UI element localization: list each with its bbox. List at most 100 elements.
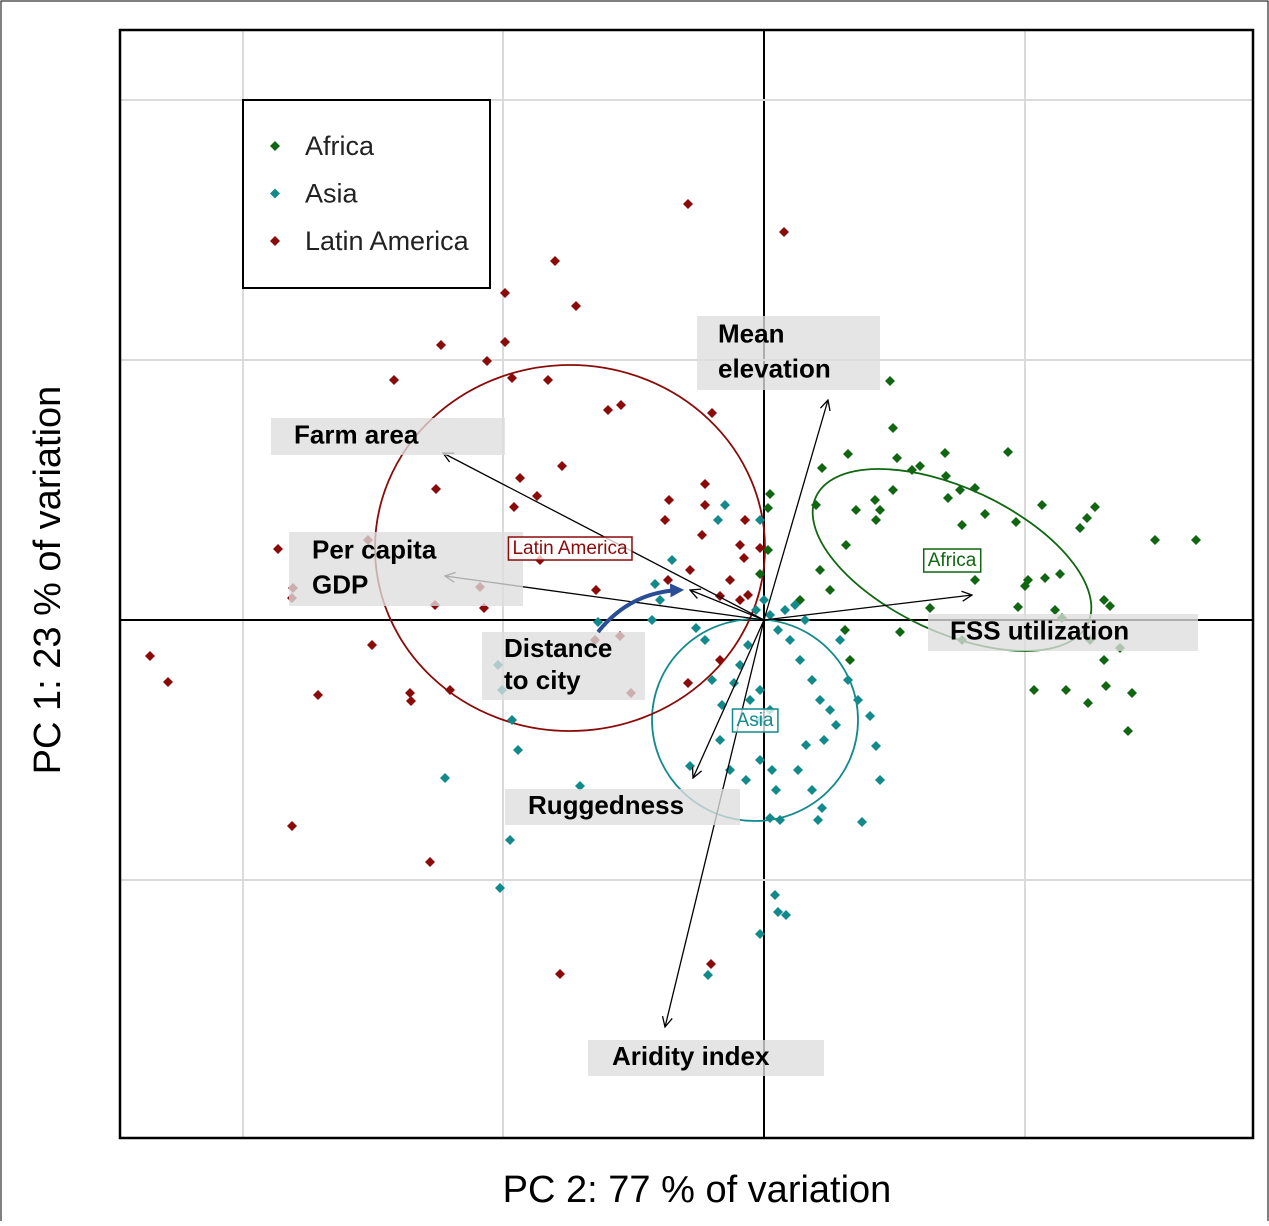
- point: [1029, 685, 1039, 695]
- point: [851, 505, 861, 515]
- point: [650, 579, 660, 589]
- legend-marker: [270, 188, 280, 199]
- point: [700, 635, 710, 645]
- ellipse-label-box: [731, 708, 779, 733]
- point: [660, 515, 670, 525]
- y-axis-title: PC 1: 23 % of variation: [27, 386, 69, 775]
- point: [685, 761, 695, 771]
- loading-label: Per capita: [312, 534, 437, 564]
- point: [505, 835, 515, 845]
- point: [647, 615, 657, 625]
- point: [500, 288, 510, 298]
- loading-label-box: [697, 316, 880, 390]
- point: [871, 741, 881, 751]
- point: [163, 677, 173, 687]
- legend-label: Africa: [305, 131, 375, 161]
- point: [790, 600, 800, 610]
- point: [655, 595, 665, 605]
- point: [765, 610, 775, 620]
- point: [943, 493, 953, 503]
- point: [603, 405, 613, 415]
- point: [763, 503, 773, 513]
- point: [555, 969, 565, 979]
- point: [875, 505, 885, 515]
- point: [925, 603, 935, 613]
- ellipse-label-text: Africa: [928, 550, 977, 571]
- point: [853, 695, 863, 705]
- point: [287, 821, 297, 831]
- x-axis-title: PC 2: 77 % of variation: [503, 1169, 892, 1211]
- point: [870, 495, 880, 505]
- point: [755, 685, 765, 695]
- point: [755, 569, 765, 579]
- point: [755, 515, 765, 525]
- point: [907, 465, 917, 475]
- point: [825, 705, 835, 715]
- point: [765, 813, 775, 823]
- point: [1101, 681, 1111, 691]
- point: [715, 655, 725, 665]
- legend-box: [242, 99, 491, 289]
- loading-label-box: [289, 532, 523, 606]
- legend-label: Latin America: [305, 226, 470, 256]
- point: [367, 640, 377, 650]
- point: [1003, 447, 1013, 457]
- point: [759, 595, 769, 605]
- point: [706, 959, 716, 969]
- point: [550, 256, 560, 266]
- point: [507, 715, 517, 725]
- point: [1011, 517, 1021, 527]
- point: [1040, 573, 1050, 583]
- legend-label: Asia: [305, 179, 359, 209]
- point: [955, 485, 965, 495]
- point: [406, 696, 416, 706]
- point: [840, 625, 850, 635]
- point: [557, 461, 567, 471]
- loading-label: Mean: [718, 318, 784, 348]
- point: [775, 815, 785, 825]
- point: [815, 695, 825, 705]
- ellipse-label: Asia: [731, 708, 779, 733]
- loading-label: elevation: [718, 353, 831, 383]
- point: [1127, 688, 1137, 698]
- point: [697, 530, 707, 540]
- point: [1037, 500, 1047, 510]
- point: [513, 745, 523, 755]
- point: [801, 740, 811, 750]
- point: [755, 755, 765, 765]
- point: [817, 463, 827, 473]
- loading-label-box: [928, 614, 1198, 651]
- point: [700, 479, 710, 489]
- point: [941, 471, 951, 481]
- point: [616, 400, 626, 410]
- point: [957, 520, 967, 530]
- point: [980, 509, 990, 519]
- point: [1020, 581, 1030, 591]
- point: [841, 540, 851, 550]
- point: [817, 803, 827, 813]
- point: [751, 605, 761, 615]
- point: [707, 408, 717, 418]
- point: [780, 605, 790, 615]
- point: [445, 685, 455, 695]
- point: [700, 500, 710, 510]
- point: [1123, 726, 1133, 736]
- point: [436, 340, 446, 350]
- point: [663, 575, 673, 585]
- point: [892, 453, 902, 463]
- point: [507, 373, 517, 383]
- point: [667, 555, 677, 565]
- point: [725, 575, 735, 585]
- point: [691, 623, 701, 633]
- loading-label-box: [271, 418, 505, 455]
- point: [720, 500, 730, 510]
- loading-label: Farm area: [294, 419, 419, 449]
- point: [735, 595, 745, 605]
- point: [715, 735, 725, 745]
- annotation-arrow: [596, 583, 685, 634]
- point: [815, 565, 825, 575]
- point: [773, 625, 783, 635]
- point: [389, 375, 399, 385]
- point: [685, 565, 695, 575]
- point: [819, 735, 829, 745]
